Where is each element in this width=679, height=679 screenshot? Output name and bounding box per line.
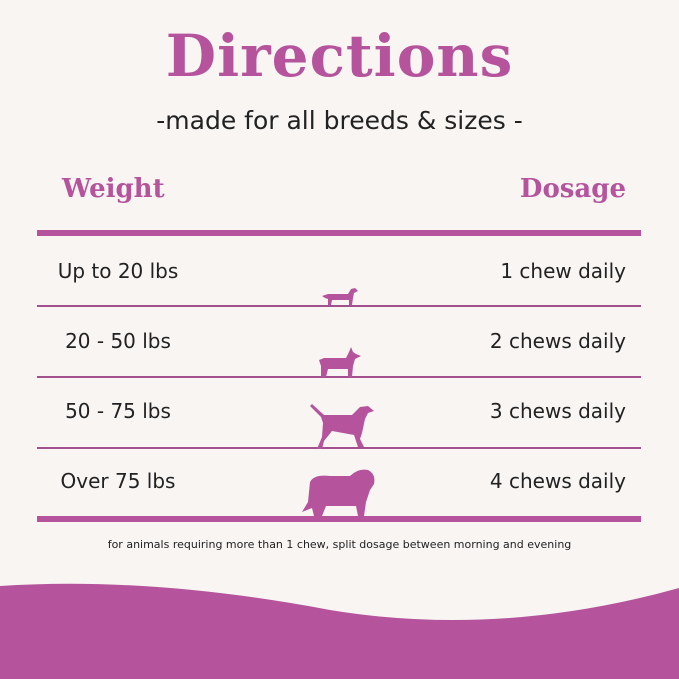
corgi-icon xyxy=(319,347,361,377)
footnote: for animals requiring more than 1 chew, … xyxy=(107,538,572,551)
shepherd-dog-icon xyxy=(302,469,375,516)
subtitle: -made for all breeds & sizes - xyxy=(156,106,523,135)
row-divider xyxy=(37,376,641,378)
dachshund-icon xyxy=(322,288,358,305)
pointer-dog-icon xyxy=(310,404,374,449)
row-4-dosage: 4 chews daily xyxy=(489,469,626,493)
dosage-header: Dosage xyxy=(519,174,626,204)
weight-header: Weight xyxy=(62,174,165,204)
row-3-weight: 50 - 75 lbs xyxy=(65,399,171,423)
table-top-divider xyxy=(37,230,641,236)
row-2-dosage: 2 chews daily xyxy=(489,329,626,353)
page-title: Directions xyxy=(165,22,514,90)
bottom-wave-decoration xyxy=(0,583,679,679)
row-1-dosage: 1 chew daily xyxy=(500,259,626,283)
row-divider xyxy=(37,447,641,449)
row-4-weight: Over 75 lbs xyxy=(60,469,176,493)
row-divider xyxy=(37,305,641,307)
table-bottom-divider xyxy=(37,516,641,522)
row-1-weight: Up to 20 lbs xyxy=(57,259,179,283)
row-2-weight: 20 - 50 lbs xyxy=(65,329,171,353)
row-3-dosage: 3 chews daily xyxy=(489,399,626,423)
